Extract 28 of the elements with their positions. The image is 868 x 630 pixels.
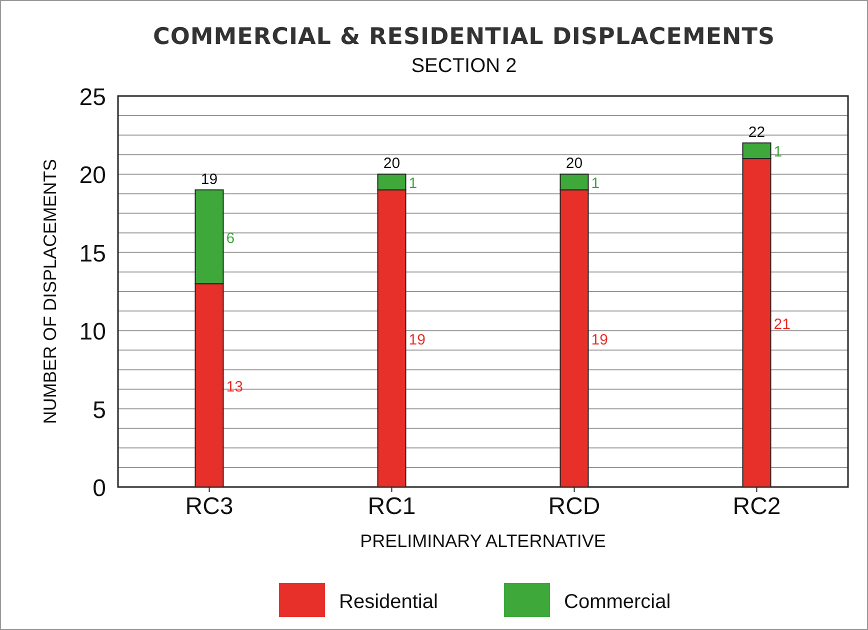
legend-label: Residential (339, 591, 438, 613)
y-axis-title: NUMBER OF DISPLACEMENTS (40, 158, 60, 424)
x-tick-label: RCD (548, 493, 600, 520)
data-label: 1 (591, 175, 600, 192)
total-label: 19 (200, 170, 218, 188)
y-tick-label: 25 (79, 84, 106, 111)
x-tick-label: RC3 (185, 493, 234, 520)
y-tick-label: 5 (92, 396, 106, 424)
x-tick-label: RC2 (732, 493, 781, 520)
data-label: 6 (226, 230, 235, 247)
total-label: 22 (748, 124, 766, 141)
chart-title: COMMERCIAL & RESIDENTIAL DISPLACEMENTS (152, 24, 776, 50)
x-axis-title: PRELIMINARY ALTERNATIVE (360, 531, 606, 551)
data-label: 21 (774, 316, 790, 333)
data-label: 19 (408, 331, 426, 348)
x-tick-label: RC1 (368, 493, 416, 520)
data-label: 13 (226, 378, 243, 396)
y-tick-label: 20 (79, 162, 106, 190)
y-tick-label: 10 (79, 318, 106, 346)
total-label: 20 (383, 155, 400, 172)
chart-subtitle: SECTION 2 (411, 55, 517, 77)
data-label: 19 (591, 331, 608, 348)
legend-label: Commercial (564, 591, 671, 613)
y-tick-label: 0 (92, 475, 106, 502)
total-label: 20 (566, 155, 583, 172)
data-label: 1 (408, 175, 418, 192)
y-tick-label: 15 (79, 240, 106, 268)
data-label: 1 (774, 144, 782, 161)
